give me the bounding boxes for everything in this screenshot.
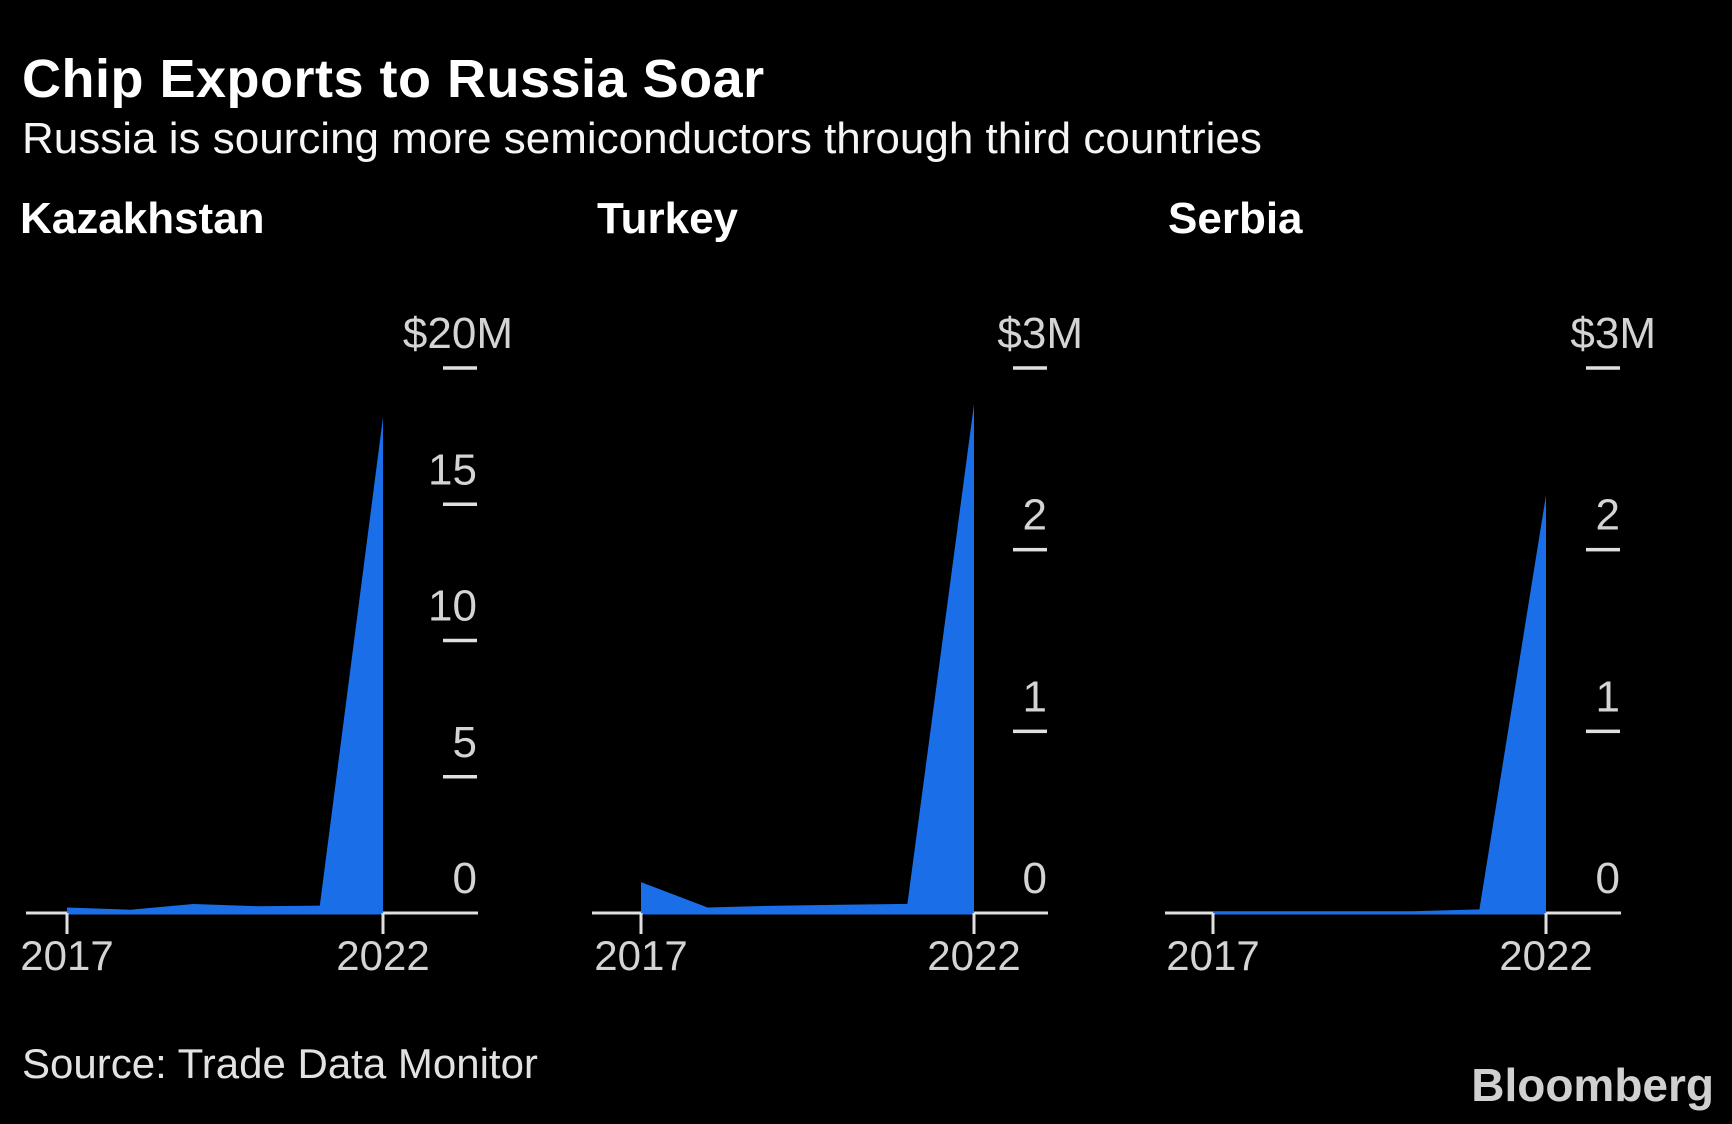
chart-kazakhstan: 2017 2022 $20M 15 10 5 0: [20, 309, 513, 979]
page-title: Chip Exports to Russia Soar: [22, 49, 765, 109]
x-tick-label-kazakhstan: 2022: [336, 932, 429, 979]
y-tick-label-turkey: $3M: [997, 309, 1083, 358]
y-tick-label-turkey: 1: [1023, 672, 1047, 721]
x-tick-kazakhstan: [381, 913, 385, 934]
y-tick-dash-kazakhstan: [443, 366, 477, 370]
chart-turkey: 2017 2022 $3M 2 1 0: [592, 309, 1083, 979]
x-tick-turkey: [639, 913, 643, 934]
y-tick-dash-turkey: [1013, 366, 1047, 370]
source-note: Source: Trade Data Monitor: [22, 1040, 538, 1087]
y-tick-label-serbia: 1: [1596, 672, 1620, 721]
x-tick-label-turkey: 2022: [927, 932, 1020, 979]
x-tick-label-kazakhstan: 2017: [20, 932, 113, 979]
y-tick-label-kazakhstan: 10: [428, 582, 477, 631]
y-tick-dash-serbia: [1586, 547, 1620, 552]
x-tick-label-serbia: 2022: [1499, 932, 1592, 979]
y-tick-dash-kazakhstan: [443, 502, 477, 506]
y-tick-label-kazakhstan: 5: [453, 718, 477, 767]
y-tick-dash-serbia: [1586, 729, 1620, 734]
chart-title-kazakhstan: Kazakhstan: [20, 194, 265, 243]
y-tick-label-serbia: 0: [1596, 854, 1620, 903]
area-series-serbia: [1213, 495, 1546, 915]
y-tick-label-kazakhstan: 0: [453, 854, 477, 903]
x-tick-serbia: [1544, 913, 1548, 934]
y-tick-label-turkey: 2: [1023, 491, 1047, 540]
y-tick-dash-kazakhstan: [443, 638, 477, 643]
chart-serbia: 2017 2022 $3M 2 1 0: [1165, 309, 1656, 979]
x-tick-turkey: [972, 913, 976, 934]
y-tick-label-serbia: 2: [1596, 491, 1620, 540]
y-tick-dash-turkey: [1013, 547, 1047, 552]
page-subtitle: Russia is sourcing more semiconductors t…: [22, 114, 1262, 163]
x-tick-label-serbia: 2017: [1166, 932, 1259, 979]
y-tick-dash-turkey: [1013, 729, 1047, 734]
x-tick-label-turkey: 2017: [594, 932, 687, 979]
bloomberg-logo: Bloomberg: [1471, 1059, 1714, 1111]
y-tick-dash-serbia: [1586, 366, 1620, 370]
x-tick-kazakhstan: [65, 913, 69, 934]
y-tick-label-turkey: 0: [1023, 854, 1047, 903]
y-tick-label-kazakhstan: 15: [428, 445, 477, 494]
y-tick-label-kazakhstan: $20M: [403, 309, 513, 358]
chart-title-turkey: Turkey: [597, 194, 739, 243]
chart-title-serbia: Serbia: [1168, 194, 1303, 243]
x-tick-serbia: [1211, 913, 1215, 934]
y-tick-dash-kazakhstan: [443, 775, 477, 779]
y-tick-label-serbia: $3M: [1570, 309, 1656, 358]
area-series-turkey: [641, 404, 974, 915]
area-series-kazakhstan: [67, 417, 383, 915]
